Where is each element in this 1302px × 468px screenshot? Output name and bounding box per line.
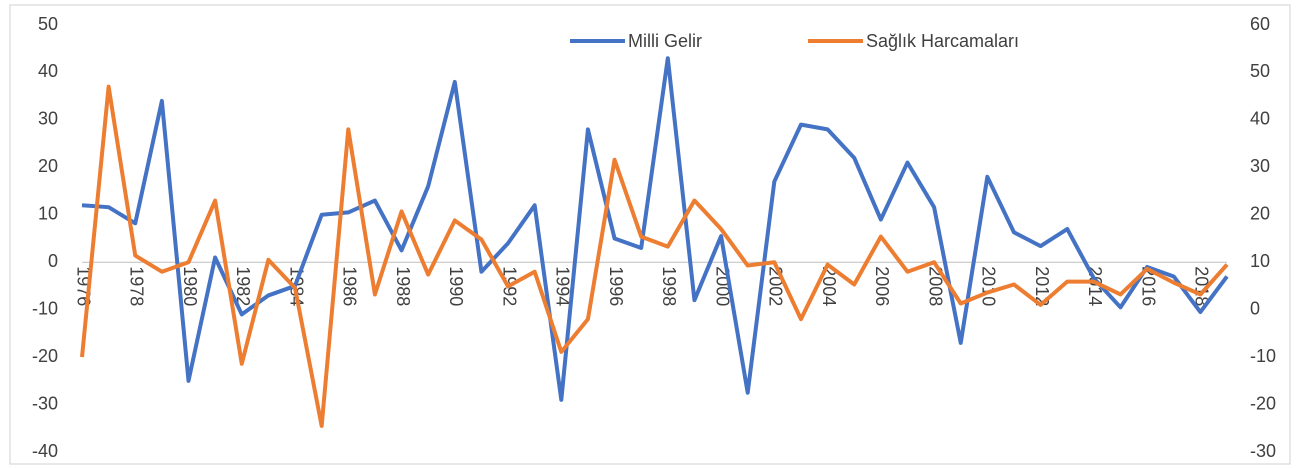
x-tick-label: 2018: [1192, 266, 1212, 306]
y-tick-label: -40: [32, 441, 58, 461]
x-tick-label: 1996: [606, 266, 626, 306]
y2-tick-label: 40: [1250, 109, 1270, 129]
x-tick-label: 1988: [393, 266, 413, 306]
y2-tick-label: -30: [1250, 441, 1276, 461]
y-tick-label: 50: [38, 14, 58, 34]
x-tick-label: 1982: [233, 266, 253, 306]
y2-tick-label: 20: [1250, 204, 1270, 224]
x-tick-label: 2014: [1085, 266, 1105, 306]
y-tick-label: -10: [32, 298, 58, 318]
y-tick-label: 10: [38, 204, 58, 224]
series-line: [81, 56, 1229, 402]
y2-tick-label: 0: [1250, 298, 1260, 318]
y-tick-label: -20: [32, 346, 58, 366]
y-tick-label: 40: [38, 61, 58, 81]
x-tick-label: 2006: [872, 266, 892, 306]
legend-label: Milli Gelir: [628, 31, 702, 51]
legend-label: Sağlık Harcamaları: [866, 31, 1019, 51]
y-tick-label: -30: [32, 393, 58, 413]
y-tick-label: 0: [48, 251, 58, 271]
series-line: [80, 84, 1229, 428]
y2-tick-label: 10: [1250, 251, 1270, 271]
x-tick-label: 1994: [553, 266, 573, 306]
x-tick-label: 1998: [659, 266, 679, 306]
chart-border: [9, 4, 1291, 465]
x-tick-label: 2002: [766, 266, 786, 306]
x-tick-label: 1978: [127, 266, 147, 306]
y2-tick-label: 60: [1250, 14, 1270, 34]
x-tick-label: 1980: [180, 266, 200, 306]
x-tick-label: 2012: [1032, 266, 1052, 306]
x-tick-label: 2010: [979, 266, 999, 306]
y-tick-label: 20: [38, 156, 58, 176]
y2-tick-label: 30: [1250, 156, 1270, 176]
y2-tick-label: 50: [1250, 61, 1270, 81]
y2-tick-label: -20: [1250, 393, 1276, 413]
x-tick-label: 1986: [340, 266, 360, 306]
x-tick-label: 1990: [446, 266, 466, 306]
y2-tick-label: -10: [1250, 346, 1276, 366]
y-tick-label: 30: [38, 109, 58, 129]
x-tick-label: 2008: [925, 266, 945, 306]
